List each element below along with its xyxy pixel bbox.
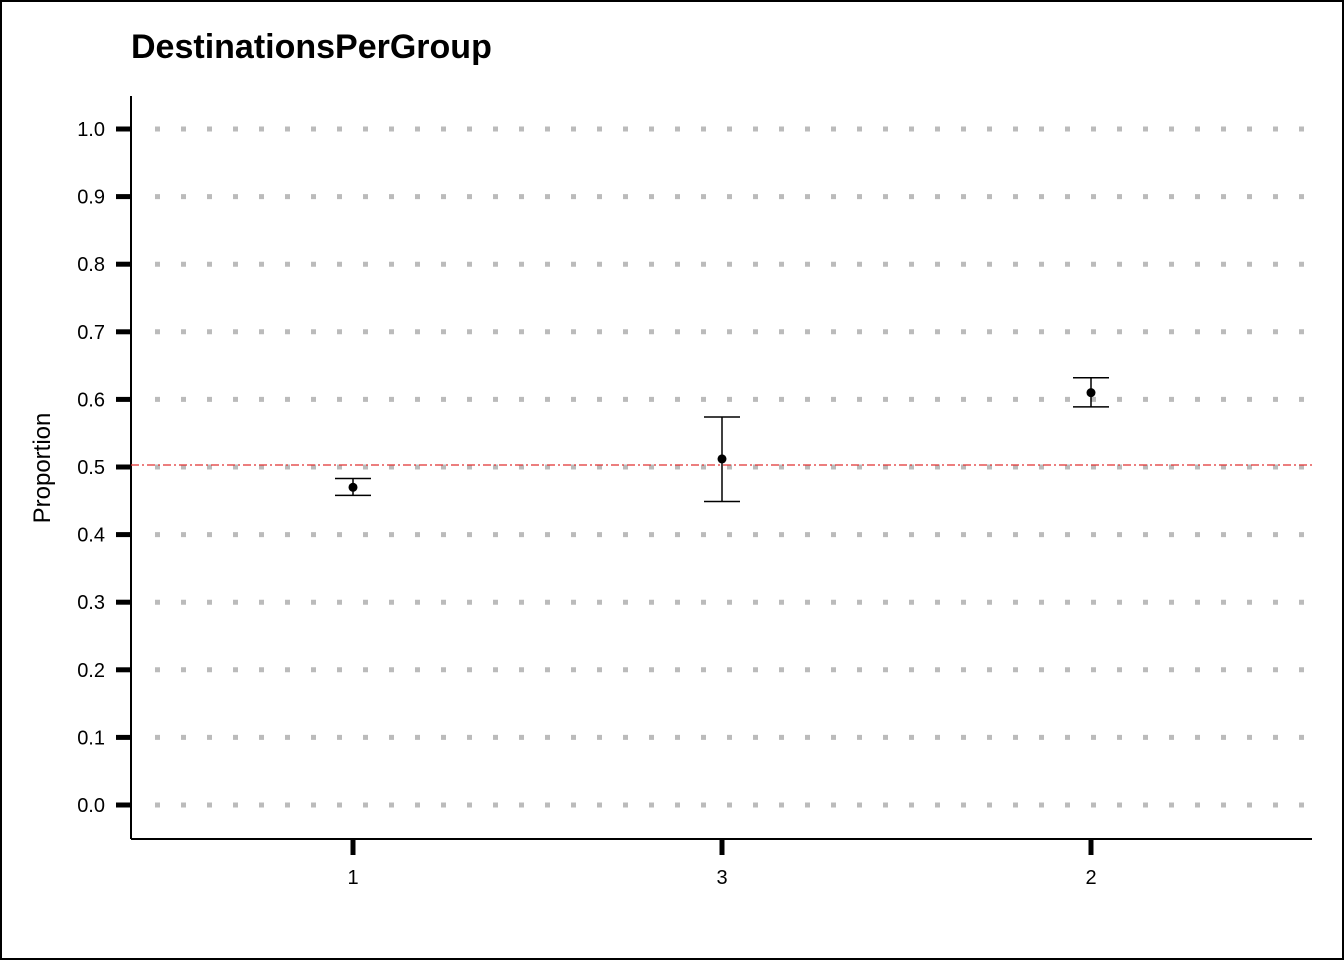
chart-title: DestinationsPerGroup (131, 28, 492, 66)
y-tick-label: 0.5 (77, 457, 105, 479)
data-point-group (704, 416, 740, 503)
y-tick-label: 0.7 (77, 322, 105, 344)
y-tick-label: 1.0 (77, 119, 105, 141)
data-point (717, 454, 727, 464)
data-point-group (1073, 377, 1109, 408)
y-tick-label: 0.9 (77, 187, 105, 209)
y-tick-label: 0.3 (77, 592, 105, 614)
x-tick-label: 2 (1085, 867, 1096, 889)
points-layer (335, 377, 1109, 503)
x-tick-label: 1 (347, 867, 358, 889)
data-point (348, 482, 358, 492)
y-tick-label: 0.1 (77, 727, 105, 749)
y-tick-label: 0.0 (77, 795, 105, 817)
y-axis-label: Proportion (29, 413, 56, 524)
y-tick-label: 0.8 (77, 254, 105, 276)
x-tick-label: 3 (716, 867, 727, 889)
data-point (1086, 388, 1096, 398)
y-tick-label: 0.4 (77, 525, 105, 547)
data-point-group (335, 477, 371, 497)
y-tick-label: 0.6 (77, 389, 105, 411)
y-tick-label: 0.2 (77, 660, 105, 682)
ticks-layer: 0.0 0.1 0.2 0.3 0.4 0.5 0.6 0.7 0.8 0.9 1.0 1 3 2 (77, 119, 1096, 889)
grid-layer (155, 126, 1312, 808)
